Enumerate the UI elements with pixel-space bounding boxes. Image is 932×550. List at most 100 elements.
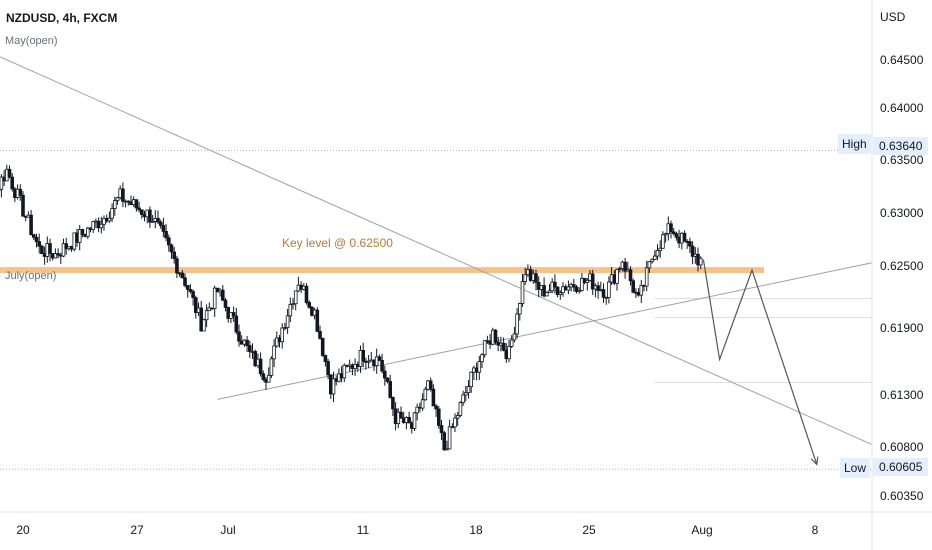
candle-down — [64, 243, 69, 250]
candle-up — [212, 287, 217, 309]
candle-down — [21, 194, 25, 217]
candle-down — [428, 380, 433, 390]
candle-up — [61, 243, 66, 257]
candle-up — [204, 310, 209, 321]
candle-down — [156, 217, 160, 223]
candle-down — [326, 361, 330, 376]
price-tick: 0.64500 — [880, 53, 924, 67]
candle-up — [207, 307, 212, 312]
candle-down — [553, 281, 557, 288]
candle-down — [185, 285, 190, 290]
candle-down — [361, 349, 365, 362]
candle-up — [663, 233, 668, 236]
candle-down — [493, 329, 498, 343]
candle-down — [388, 381, 392, 398]
candle-up — [607, 281, 611, 298]
candle-up — [288, 304, 293, 317]
candle-down — [688, 241, 692, 247]
candle-down — [534, 273, 538, 283]
candle-up — [566, 286, 571, 291]
candle-down — [601, 289, 606, 298]
candle-up — [509, 339, 514, 347]
candle-down — [32, 234, 36, 238]
descending-trendline — [0, 56, 873, 445]
candle-down — [690, 245, 695, 257]
candle-down — [48, 243, 52, 254]
candle-down — [542, 285, 546, 297]
candle-up — [644, 267, 649, 287]
candle-down — [320, 337, 325, 356]
candle-up — [466, 386, 471, 394]
candle-down — [434, 405, 438, 410]
candle-down — [10, 176, 15, 190]
candle-down — [56, 253, 60, 256]
candle-up — [86, 227, 90, 237]
candle-up — [477, 361, 482, 373]
candle-down — [258, 358, 263, 375]
candle-down — [253, 351, 258, 367]
candle-down — [450, 426, 455, 429]
candle-down — [158, 221, 163, 226]
price-axis-currency: USD — [880, 10, 906, 24]
candle-down — [442, 432, 446, 451]
candle-down — [574, 286, 579, 292]
time-tick: 8 — [811, 523, 819, 537]
candle-down — [7, 168, 12, 178]
candle-down — [148, 209, 152, 223]
time-tick: Aug — [691, 523, 713, 537]
candle-up — [280, 327, 284, 343]
candle-up — [458, 402, 463, 416]
low-price-tag: 0.60605 — [873, 458, 928, 476]
candle-up — [661, 234, 665, 249]
key-level-annotation: Key level @ 0.62500 — [282, 236, 393, 250]
candle-up — [107, 217, 112, 222]
candle-up — [420, 399, 425, 409]
candle-up — [415, 406, 419, 414]
price-tick: 0.63500 — [880, 153, 924, 167]
candle-down — [399, 411, 403, 419]
candle-up — [412, 412, 417, 429]
candle-down — [628, 269, 633, 282]
candle-up — [331, 378, 336, 395]
candle-up — [423, 388, 428, 401]
candle-down — [631, 280, 635, 293]
symbol-title: NZDUSD, 4h, FXCM — [6, 11, 118, 25]
candle-up — [615, 269, 619, 284]
candle-down — [175, 258, 179, 274]
candle-down — [18, 188, 23, 196]
candle-down — [391, 397, 395, 410]
candle-up — [655, 250, 660, 257]
price-tick: 0.61900 — [880, 321, 924, 335]
candle-down — [385, 377, 390, 382]
candle-down — [261, 373, 266, 380]
candle-up — [91, 221, 96, 230]
candle-down — [188, 289, 193, 292]
candle-up — [545, 292, 549, 297]
price-tick: 0.60800 — [880, 440, 924, 454]
candle-up — [577, 289, 581, 292]
candle-down — [169, 244, 174, 253]
candle-down — [318, 330, 322, 339]
time-tick: 27 — [130, 523, 144, 537]
price-tick: 0.62500 — [880, 259, 924, 273]
key-level-band — [0, 267, 764, 274]
candle-up — [150, 221, 155, 223]
candle-down — [231, 312, 236, 317]
candle-up — [266, 374, 271, 383]
candle-down — [164, 231, 168, 239]
candle-down — [34, 236, 39, 243]
candle-up — [0, 176, 4, 190]
candle-down — [134, 199, 139, 209]
time-tick: 25 — [582, 523, 596, 537]
candle-down — [572, 284, 576, 288]
candle-up — [99, 223, 104, 229]
candle-down — [671, 231, 676, 235]
candle-up — [647, 261, 652, 269]
time-tick: 20 — [16, 523, 30, 537]
candle-up — [547, 290, 552, 293]
candle-up — [515, 313, 519, 335]
candle-up — [558, 292, 563, 296]
candle-up — [461, 394, 465, 403]
price-tick: 0.64000 — [880, 101, 924, 115]
